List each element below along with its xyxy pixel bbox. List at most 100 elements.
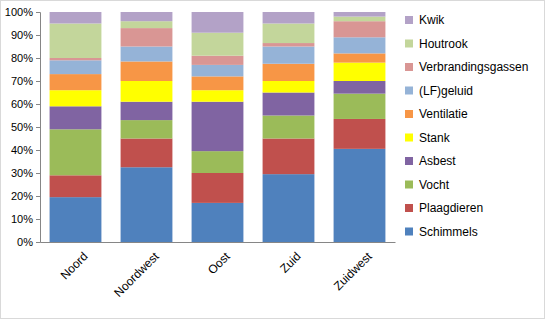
bar-segment	[121, 139, 173, 168]
bar-segment	[263, 24, 315, 44]
bar-segment	[121, 21, 173, 28]
legend-label: Vocht	[419, 178, 450, 192]
legend-item: Verbrandingsgassen	[405, 60, 528, 74]
legend-label: (LF)geluid	[419, 84, 473, 98]
y-tick: 10%	[11, 213, 40, 225]
legend-label: Verbrandingsgassen	[419, 60, 528, 74]
chart: 0%10%20%30%40%50%60%70%80%90%100%NoordNo…	[0, 0, 545, 319]
bar-segment	[334, 53, 386, 62]
bar-segment	[334, 119, 386, 149]
bar-segment	[263, 174, 315, 242]
bar-segment	[121, 120, 173, 138]
y-tick-label: 30%	[11, 167, 33, 179]
bar-segment	[263, 116, 315, 139]
y-tick-label: 90%	[11, 29, 33, 41]
bar-segment	[334, 12, 386, 17]
y-tick-label: 80%	[11, 52, 33, 64]
y-tick-label: 20%	[11, 190, 33, 202]
y-tick-label: 50%	[11, 121, 33, 133]
bar-segment	[121, 47, 173, 62]
y-tick-mark	[36, 58, 40, 59]
bar-segment	[192, 102, 244, 151]
bar-segment	[121, 167, 173, 242]
bar-segment	[192, 173, 244, 203]
bar-segment	[263, 139, 315, 175]
legend-label: Asbest	[419, 154, 456, 168]
legend-swatch	[405, 204, 413, 212]
y-axis-line	[36, 13, 41, 243]
y-tick: 0%	[17, 236, 40, 248]
legend-swatch	[405, 87, 413, 95]
y-tick-mark	[36, 35, 40, 36]
x-tick-label: Noordwest	[111, 249, 162, 300]
bar-segment	[192, 90, 244, 102]
bar-segment	[263, 12, 315, 24]
bar-segment	[192, 151, 244, 173]
plot: 0%10%20%30%40%50%60%70%80%90%100%NoordNo…	[5, 6, 396, 300]
x-tick: Zuid	[277, 242, 303, 276]
legend-item: Stank	[405, 131, 451, 145]
legend-item: Ventilatie	[405, 107, 468, 121]
legend-swatch	[405, 181, 413, 189]
bar-segment	[192, 76, 244, 90]
bar-segment	[263, 64, 315, 81]
legend-swatch	[405, 63, 413, 71]
bar-segment	[334, 37, 386, 53]
bar-segment	[334, 81, 386, 94]
legend-label: Houtrook	[419, 37, 469, 51]
y-axis: 0%10%20%30%40%50%60%70%80%90%100%	[5, 6, 41, 248]
bar-segment	[192, 33, 244, 56]
bar-segment	[334, 17, 386, 22]
y-tick: 90%	[11, 29, 40, 41]
y-tick-label: 70%	[11, 75, 33, 87]
bar-segment	[121, 81, 173, 102]
legend-item: Kwik	[405, 13, 445, 27]
x-tick: Oost	[205, 242, 233, 277]
y-tick-label: 100%	[5, 6, 33, 18]
bar-segment	[334, 94, 386, 119]
x-tick: Noordwest	[111, 242, 162, 300]
legend: Kwik Houtrook Verbrandingsgassen (LF)geluid…	[405, 13, 528, 239]
y-tick-mark	[36, 173, 40, 174]
bar-segment	[50, 24, 102, 59]
bar-segment	[50, 175, 102, 197]
legend-label: Ventilatie	[419, 107, 468, 121]
x-tick-label: Zuidwest	[331, 249, 375, 293]
bar-segment	[192, 12, 244, 33]
legend-item: Houtrook	[405, 37, 469, 51]
y-tick-mark	[36, 127, 40, 128]
bar-segment	[121, 102, 173, 120]
legend-swatch	[405, 157, 413, 165]
bar-segment	[50, 12, 102, 24]
bar-segment	[192, 56, 244, 65]
y-tick: 80%	[11, 52, 40, 64]
y-tick-label: 10%	[11, 213, 33, 225]
y-tick-mark	[36, 12, 40, 13]
bar-segment	[334, 63, 386, 81]
chart-frame	[1, 1, 545, 319]
bar-segment	[121, 28, 173, 46]
bar-segment	[50, 106, 102, 129]
legend-swatch	[405, 40, 413, 48]
bar-segment	[334, 21, 386, 37]
bar-segment	[121, 12, 173, 21]
legend-swatch	[405, 110, 413, 118]
legend-label: Plaagdieren	[419, 201, 483, 215]
legend-swatch	[405, 16, 413, 24]
bars	[50, 12, 386, 242]
bar-segment	[50, 90, 102, 106]
bar-segment	[263, 47, 315, 64]
legend-swatch	[405, 134, 413, 142]
bar-segment	[50, 60, 102, 74]
legend-item: Vocht	[405, 178, 450, 192]
y-tick-label: 0%	[17, 236, 33, 248]
legend-label: Kwik	[419, 13, 445, 27]
y-tick: 20%	[11, 190, 40, 202]
y-tick-mark	[36, 242, 40, 243]
legend-item: (LF)geluid	[405, 84, 473, 98]
legend-item: Schimmels	[405, 225, 478, 239]
bar-segment	[263, 81, 315, 93]
bar-segment	[50, 197, 102, 242]
x-axis: NoordNoordwestOostZuidZuidwest	[41, 242, 396, 300]
bar-segment	[263, 43, 315, 46]
